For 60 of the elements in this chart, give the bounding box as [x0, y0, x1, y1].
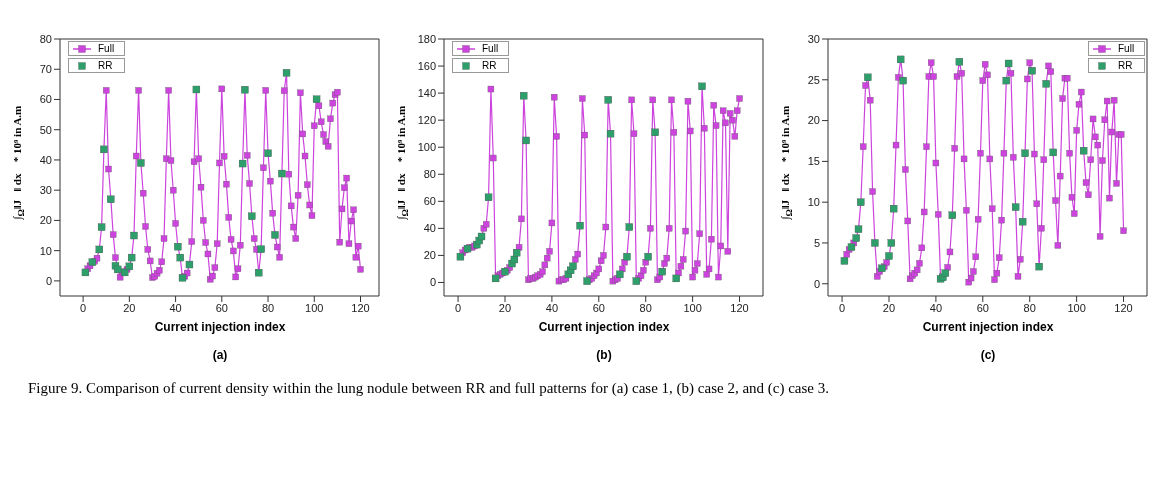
- legend-label: Full: [482, 43, 499, 54]
- x-axis-title: Current injection index: [153, 320, 287, 334]
- y-tick-label: 0: [813, 277, 820, 290]
- x-tick-label: 100: [1067, 301, 1086, 314]
- y-tick-label: 80: [39, 32, 52, 45]
- y-tick-label: 20: [423, 249, 436, 262]
- y-tick-label: 0: [45, 274, 52, 287]
- x-tick-label: 120: [351, 301, 370, 314]
- legend-label: RR: [1118, 60, 1133, 71]
- text: (b): [595, 348, 613, 362]
- legend-label: RR: [98, 60, 113, 71]
- y-tick-label: 10: [39, 244, 52, 257]
- x-tick-label: 80: [639, 301, 652, 314]
- x-tick-label: 20: [498, 301, 512, 314]
- y-tick-label: 15: [807, 155, 820, 168]
- x-tick-label: 80: [261, 301, 275, 314]
- y-tick-label: 25: [807, 73, 820, 86]
- y-tick-label: 100: [417, 141, 436, 154]
- text: (a): [211, 348, 229, 362]
- x-tick-label: 100: [683, 301, 702, 314]
- y-tick-label: 50: [39, 123, 52, 136]
- x-axis-title: Current injection index: [921, 320, 1055, 334]
- y-tick-label: 40: [423, 222, 436, 235]
- x-tick-label: 120: [1114, 301, 1133, 314]
- x-tick-label: 20: [882, 301, 896, 314]
- x-tick-label: 40: [169, 301, 182, 314]
- y-tick-label: 160: [417, 59, 436, 72]
- y-tick-label: 5: [813, 236, 820, 249]
- y-tick-label: 140: [417, 87, 436, 100]
- y-tick-label: 30: [39, 184, 52, 197]
- x-tick-label: 0: [839, 301, 846, 314]
- x-tick-label: 0: [80, 301, 87, 314]
- y-tick-label: 0: [429, 276, 436, 289]
- y-tick-label: 20: [39, 214, 52, 227]
- y-tick-label: 20: [807, 114, 820, 127]
- x-tick-label: 60: [976, 301, 989, 314]
- y-tick-label: 40: [39, 153, 52, 166]
- y-tick-label: 10: [807, 196, 820, 209]
- x-tick-label: 40: [545, 301, 559, 314]
- legend-label: Full: [1118, 43, 1135, 54]
- y-tick-label: 60: [423, 195, 436, 208]
- y-tick-label: 60: [39, 93, 52, 106]
- text: (c): [979, 348, 997, 362]
- x-tick-label: 100: [305, 301, 324, 314]
- x-tick-label: 0: [455, 301, 462, 314]
- x-tick-label: 60: [215, 301, 228, 314]
- y-tick-label: 30: [807, 32, 820, 45]
- x-tick-label: 40: [929, 301, 943, 314]
- x-axis-title: Current injection index: [537, 320, 671, 334]
- legend-label: RR: [482, 60, 497, 71]
- y-tick-label: 70: [39, 63, 52, 76]
- y-tick-label: 180: [417, 32, 436, 45]
- legend-label: Full: [98, 43, 115, 54]
- x-tick-label: 80: [1023, 301, 1036, 314]
- caption: Figure 9. Comparison of current density within the lung nodule between RR and full patterns for (a) case 1, (b) case 2, and (c) case 3.: [28, 380, 830, 397]
- y-tick-label: 120: [417, 114, 436, 127]
- y-tick-label: 80: [423, 168, 436, 181]
- x-tick-label: 20: [123, 301, 136, 314]
- x-tick-label: 120: [730, 301, 749, 314]
- x-tick-label: 60: [592, 301, 605, 314]
